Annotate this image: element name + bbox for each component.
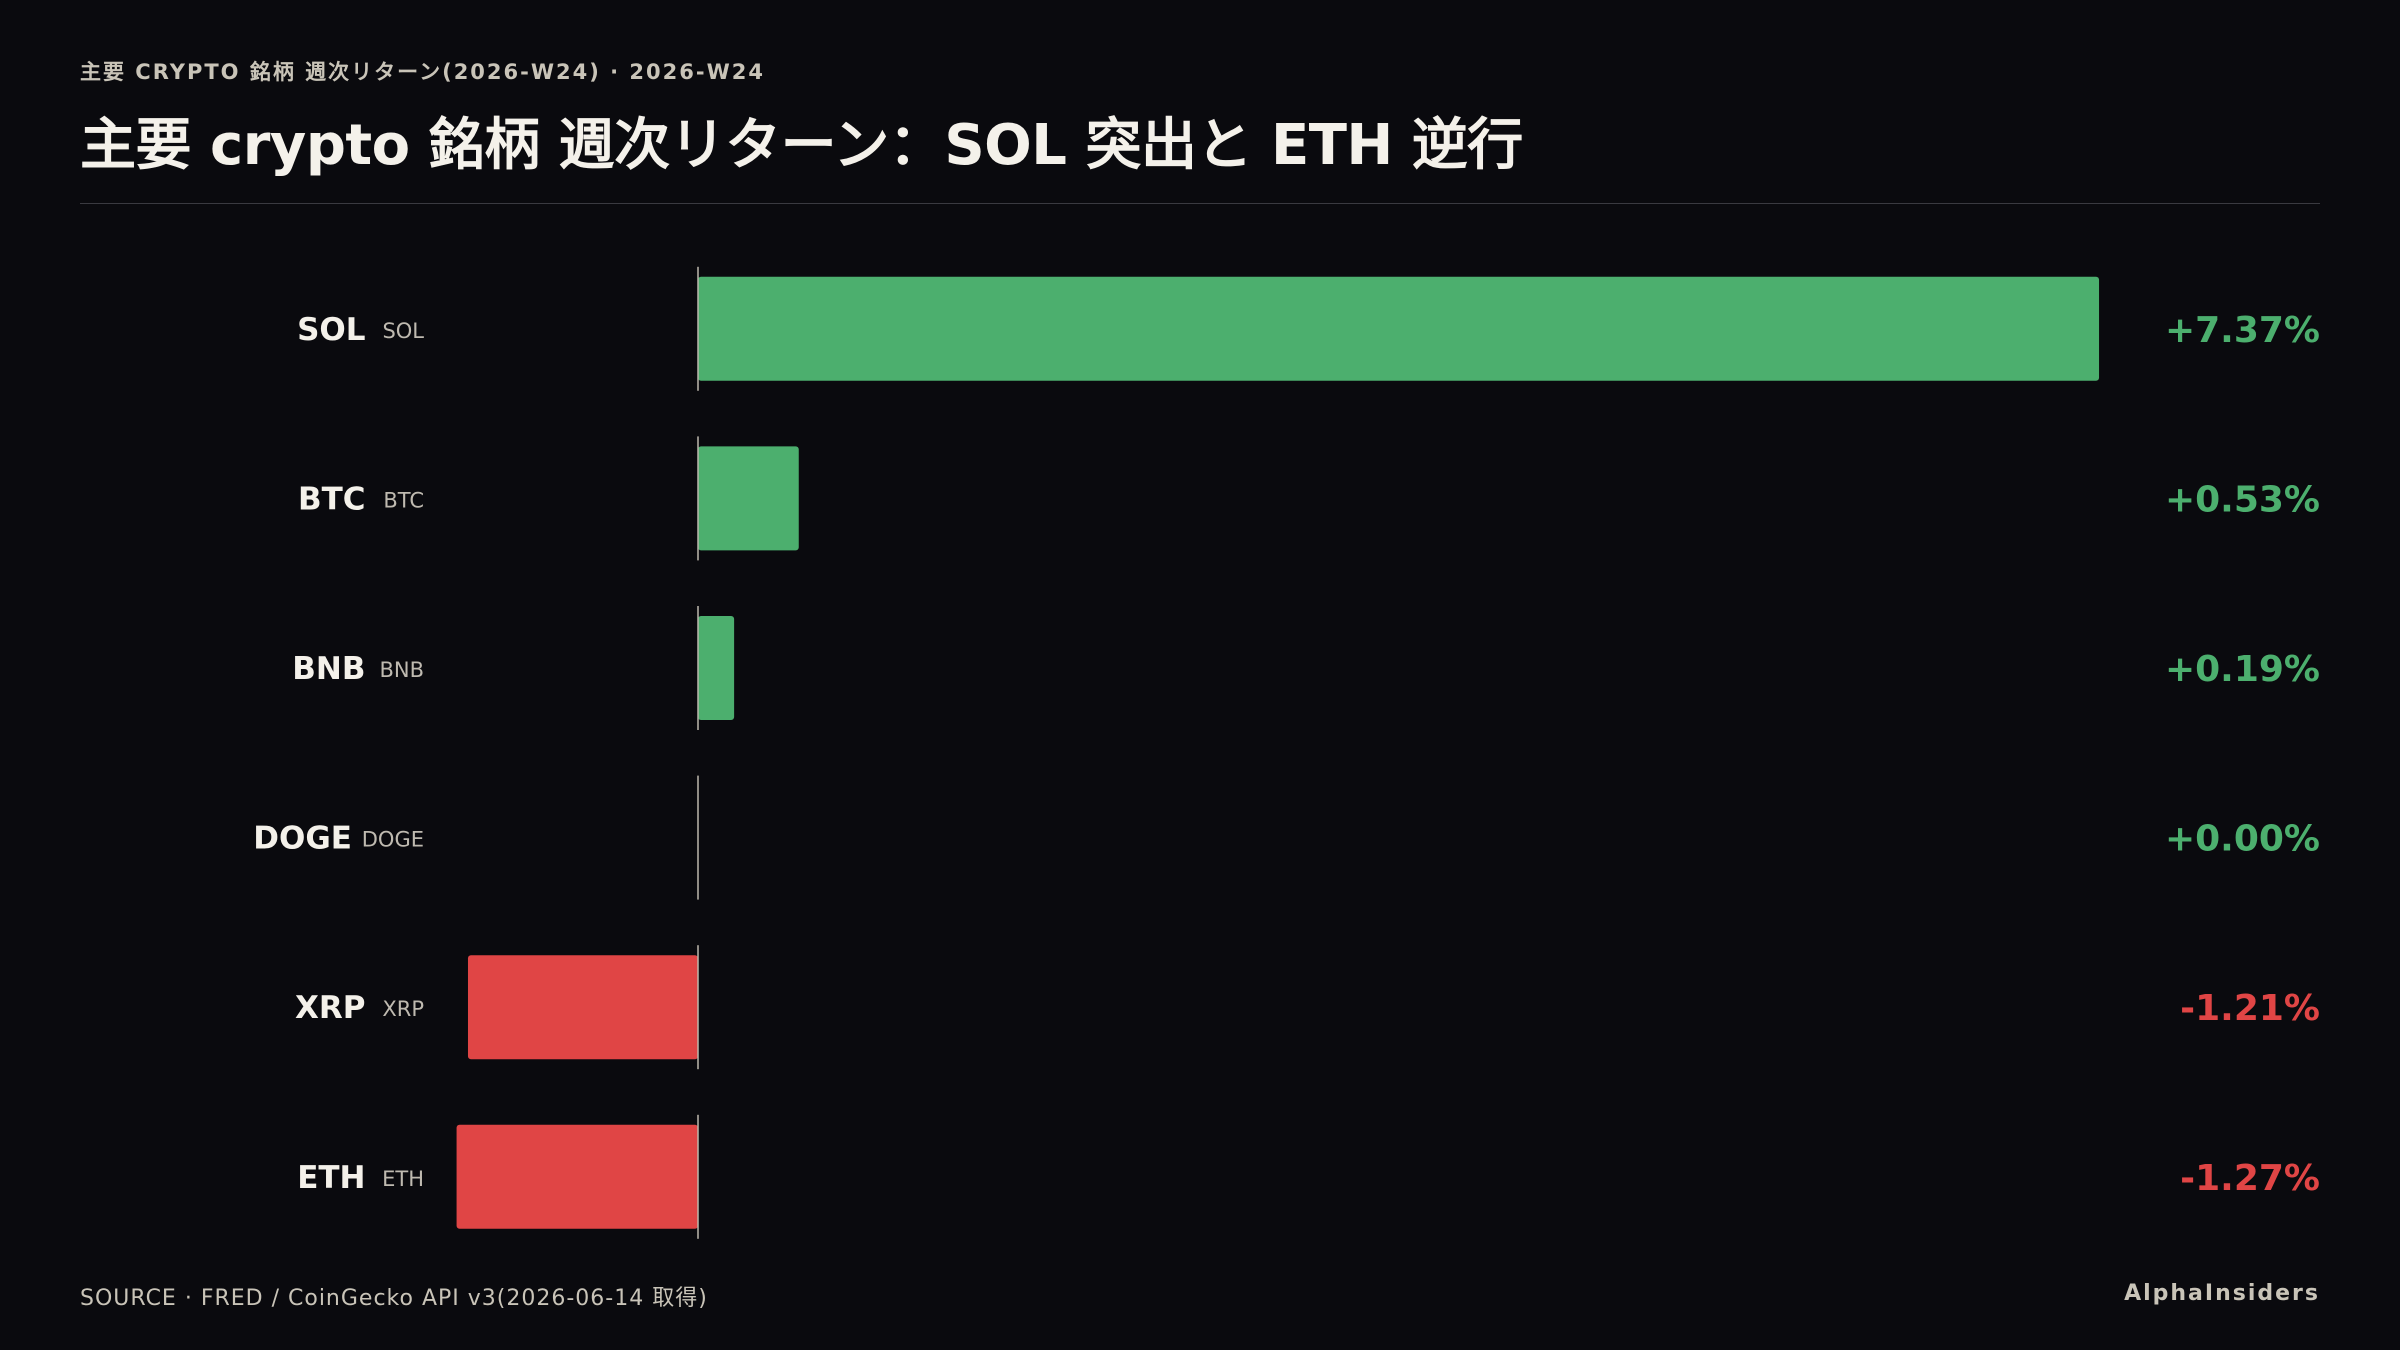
value-label: +0.00% — [2165, 819, 2320, 860]
ticker-label: SOL — [382, 319, 424, 343]
source-note: SOURCE · FRED / CoinGecko API v3(2026-06… — [80, 1286, 708, 1311]
category-label: XRP — [295, 990, 366, 1026]
ticker-label: XRP — [382, 997, 424, 1021]
ticker-label: BNB — [379, 658, 424, 682]
bar-eth — [456, 1124, 698, 1229]
title-divider — [80, 203, 2320, 204]
ticker-label: BTC — [383, 488, 424, 512]
value-label: +0.53% — [2165, 479, 2320, 520]
value-label: -1.21% — [2180, 988, 2320, 1029]
bar-bnb — [698, 616, 735, 720]
category-label: BTC — [298, 481, 366, 517]
value-label: -1.27% — [2180, 1158, 2320, 1199]
bar-xrp — [467, 955, 698, 1060]
ticker-label: ETH — [382, 1167, 424, 1191]
chart-title: 主要 crypto 銘柄 週次リターン：SOL 突出と ETH 逆行 — [80, 113, 1523, 178]
bar-sol — [698, 276, 2100, 381]
category-label: BNB — [292, 651, 365, 687]
brand-label: AlphaInsiders — [2124, 1281, 2320, 1306]
chart-subtitle: 主要 CRYPTO 銘柄 週次リターン(2026-W24) · 2026-W24 — [80, 60, 765, 84]
category-label: ETH — [297, 1160, 365, 1196]
category-label: SOL — [297, 312, 365, 348]
value-label: +7.37% — [2165, 310, 2320, 351]
bar-btc — [698, 446, 799, 551]
ticker-label: DOGE — [362, 828, 424, 852]
value-label: +0.19% — [2165, 649, 2320, 690]
category-label: DOGE — [253, 821, 352, 857]
